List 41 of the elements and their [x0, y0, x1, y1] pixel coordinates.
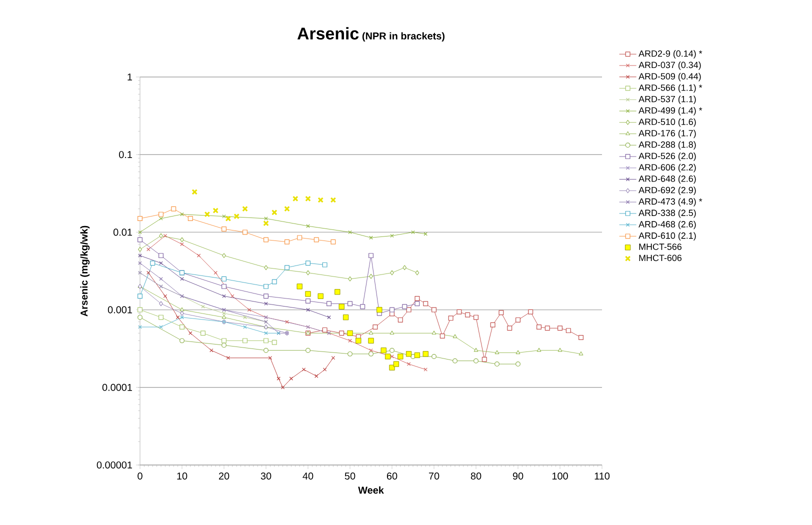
y-tick-label: 0.00001: [96, 461, 132, 469]
legend-label: ARD-510 (1.6): [638, 118, 696, 127]
legend-label: ARD-537 (1.1): [638, 96, 696, 104]
legend-label: MHCT-566: [639, 244, 682, 250]
legend-label: ARD-037 (0.34): [638, 62, 701, 70]
x-tick-label: 10: [177, 472, 188, 480]
legend-label: ARD-176 (1.7): [638, 130, 696, 138]
legend-label: ARD-509 (0.44): [638, 72, 701, 82]
y-tick-label: 0.1: [119, 151, 132, 158]
legend-label: ARD-473 (4.9) *: [638, 198, 702, 206]
x-tick-label: 100: [552, 472, 568, 480]
legend-label: ARD-606 (2.2): [638, 164, 696, 172]
legend-label: ARD-610 (2.1): [638, 232, 696, 241]
x-tick-label: 40: [302, 472, 314, 480]
x-tick-label: 30: [260, 472, 272, 480]
legend-label: ARD-648 (2.6): [638, 175, 696, 184]
legend-label: ARD-338 (2.5): [638, 209, 696, 218]
chart-subtitle: (NPR in brackets): [362, 32, 444, 42]
legend-label: ARD-468 (2.6): [638, 220, 696, 230]
y-tick-label: 0.001: [108, 306, 132, 314]
y-tick-label: 1: [128, 74, 132, 80]
x-axis-title: Week: [358, 486, 384, 494]
x-tick-label: 80: [470, 472, 482, 480]
x-tick-label: 0: [138, 472, 142, 480]
x-tick-label: 60: [386, 472, 398, 480]
legend-label: MHCT-606: [639, 254, 682, 262]
x-tick-label: 90: [512, 472, 524, 480]
legend-label: ARD-566 (1.1) *: [638, 84, 702, 93]
x-tick-label: 70: [428, 472, 440, 480]
y-tick-label: 0.01: [113, 228, 132, 236]
legend-label: ARD-499 (1.4) *: [638, 107, 702, 116]
legend-label: ARD2-9 (0.14) *: [638, 50, 702, 58]
x-tick-label: 20: [218, 472, 230, 480]
x-tick-label: 110: [594, 472, 610, 480]
x-tick-label: 50: [344, 472, 356, 480]
legend-label: ARD-288 (1.8): [638, 141, 696, 150]
legend-label: ARD-692 (2.9): [638, 186, 696, 196]
y-axis-title: Arsenic (mg/kg/wk): [80, 226, 90, 316]
y-tick-label: 0.0001: [102, 384, 132, 391]
chart-title: Arsenic: [297, 27, 359, 40]
legend-label: ARD-526 (2.0): [638, 152, 696, 161]
